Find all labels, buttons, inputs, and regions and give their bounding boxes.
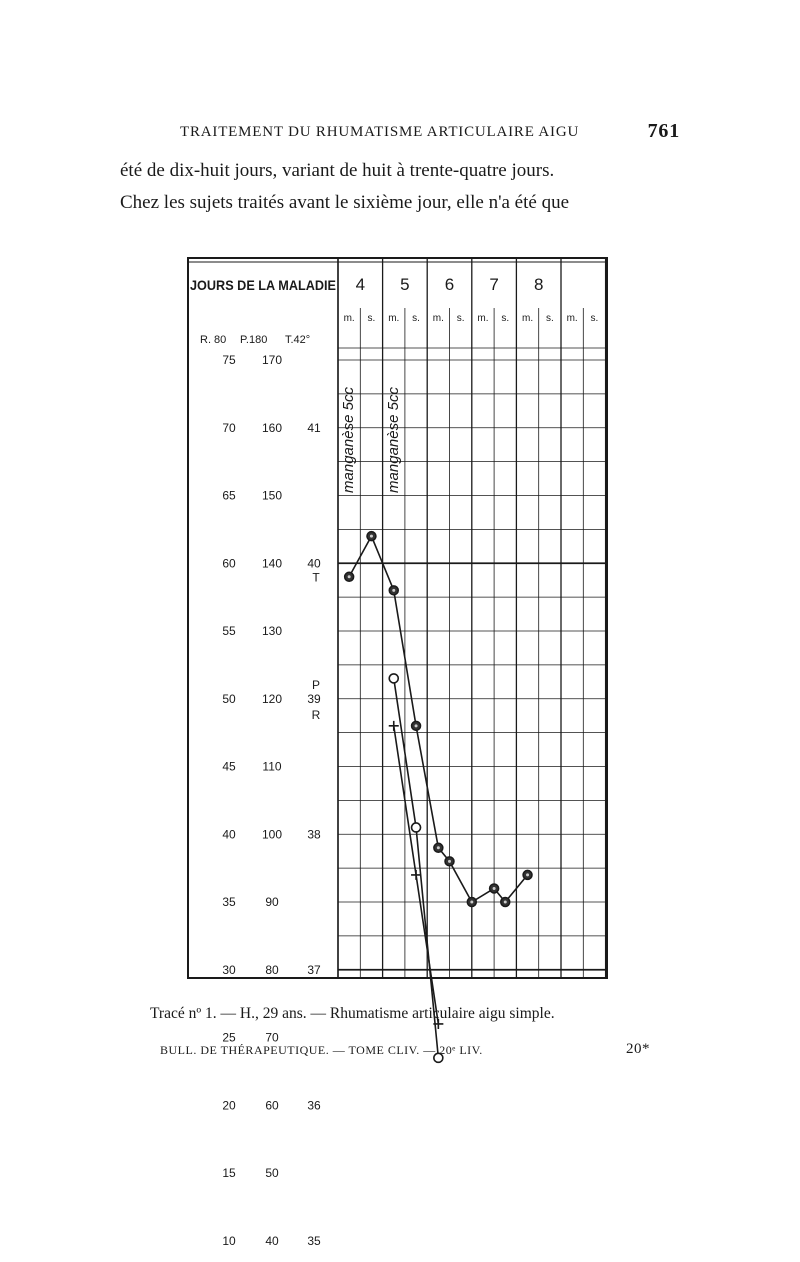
scale-r-label: 20 (222, 1098, 236, 1112)
day-label: 8 (534, 275, 543, 294)
period-label: m. (388, 313, 399, 324)
chart-frame (187, 257, 608, 979)
scale-header-r: R. 80 (200, 334, 226, 346)
scale-header-t: T.42° (285, 334, 310, 346)
point-center-T (492, 886, 496, 890)
scale-t-label: 35 (307, 1234, 321, 1248)
scale-t-label: 39 (307, 692, 321, 706)
scale-p-label: 150 (262, 489, 282, 503)
scale-p-label: 40 (265, 1234, 279, 1248)
day-label: 6 (445, 275, 454, 294)
day-label: 5 (400, 275, 409, 294)
scale-p-label: 160 (262, 421, 282, 435)
scale-t-label: 37 (307, 963, 321, 977)
series-line-T (348, 534, 529, 904)
period-label: m. (522, 313, 533, 324)
scale-t-label: 40 (307, 556, 321, 570)
body-line-1: été de dix-huit jours, variant de huit à… (120, 160, 555, 181)
point-center-T (448, 859, 451, 863)
scale-t-label: 38 (307, 827, 321, 841)
scale-r-label: 15 (222, 1166, 236, 1180)
scale-r-label: 70 (222, 421, 236, 435)
period-label: s. (457, 313, 465, 324)
period-label: s. (368, 313, 376, 324)
page-number: 761 (647, 120, 680, 142)
running-header: TRAITEMENT DU RHUMATISME ARTICULAIRE AIG… (160, 120, 680, 144)
day-label: 7 (489, 275, 498, 294)
period-label: m. (433, 313, 444, 324)
scale-r-label: 25 (222, 1031, 236, 1045)
chart-grid (187, 257, 608, 979)
series-marker-r: R (312, 708, 321, 722)
scale-p-label: 140 (262, 556, 282, 570)
scale-r-label: 45 (222, 760, 236, 774)
body-paragraph: été de dix-huit jours, variant de huit à… (120, 155, 680, 219)
point-P (410, 822, 422, 833)
page-footer: BULL. DE THÉRAPEUTIQUE. — TOME CLIV. — 2… (160, 1041, 650, 1058)
scale-r-label: 40 (222, 827, 236, 841)
scale-p-label: 50 (265, 1166, 279, 1180)
scale-header-p: P.180 (240, 334, 267, 346)
scale-t-label: 41 (307, 421, 321, 435)
point-R (388, 720, 399, 731)
annotation-manganese: manganèse 5cc (340, 387, 357, 493)
point-center-T (347, 575, 351, 579)
series-marker-p: P (312, 678, 320, 692)
footer-journal: BULL. DE THÉRAPEUTIQUE. — TOME CLIV. — 2… (160, 1043, 483, 1057)
point-center-T (414, 724, 418, 728)
period-label: m. (344, 313, 355, 324)
scale-r-label: 35 (222, 895, 236, 909)
scale-p-label: 80 (265, 963, 279, 977)
scale-t-label: 36 (307, 1098, 321, 1112)
point-center-T (392, 588, 396, 592)
period-label: s. (501, 313, 509, 324)
scale-r-label: 75 (222, 353, 236, 367)
scale-r-label: 30 (222, 963, 236, 977)
scale-p-label: 100 (262, 827, 282, 841)
period-label: s. (546, 313, 554, 324)
chart-title: JOURS DE LA MALADIE (190, 277, 336, 293)
period-label: m. (567, 313, 578, 324)
scale-p-label: 90 (265, 895, 279, 909)
period-label: s. (412, 313, 420, 324)
point-P (433, 1052, 444, 1064)
scale-r-label: 55 (222, 624, 236, 638)
scale-r-label: 10 (222, 1234, 236, 1248)
point-center-T (436, 846, 440, 850)
series-marker-t: T (312, 570, 320, 584)
scale-p-label: 130 (262, 624, 282, 638)
scale-p-label: 110 (262, 760, 281, 774)
figure-caption: Tracé nº 1. — H., 29 ans. — Rhumatisme a… (150, 1005, 555, 1022)
point-R (433, 1018, 444, 1029)
period-label: m. (477, 313, 488, 324)
period-label: s. (591, 313, 599, 324)
day-label: 4 (356, 275, 365, 294)
scale-p-label: 120 (262, 692, 282, 706)
scale-p-label: 60 (265, 1098, 279, 1112)
chart-series (343, 530, 533, 1064)
point-center-T (369, 534, 373, 538)
scale-r-label: 60 (222, 556, 236, 570)
point-P (388, 673, 400, 684)
point-center-T (470, 900, 474, 904)
footer-signature: 20* (626, 1041, 650, 1057)
chart-labels: JOURS DE LA MALADIE R. 80 P.180 T.42° 4 m. s. 5… (190, 275, 598, 1248)
body-line-2: Chez les sujets traités avant le sixième… (120, 192, 570, 213)
scale-p-label: 70 (265, 1031, 279, 1045)
scale-r-label: 50 (222, 692, 236, 706)
point-center-T (526, 873, 530, 877)
scale-r-label: 65 (222, 489, 236, 503)
point-R (411, 869, 422, 880)
point-center-T (503, 900, 507, 904)
annotation-manganese: manganèse 5cc (385, 387, 402, 493)
running-title: TRAITEMENT DU RHUMATISME ARTICULAIRE AIG… (180, 124, 580, 140)
scale-p-label: 170 (262, 353, 282, 367)
